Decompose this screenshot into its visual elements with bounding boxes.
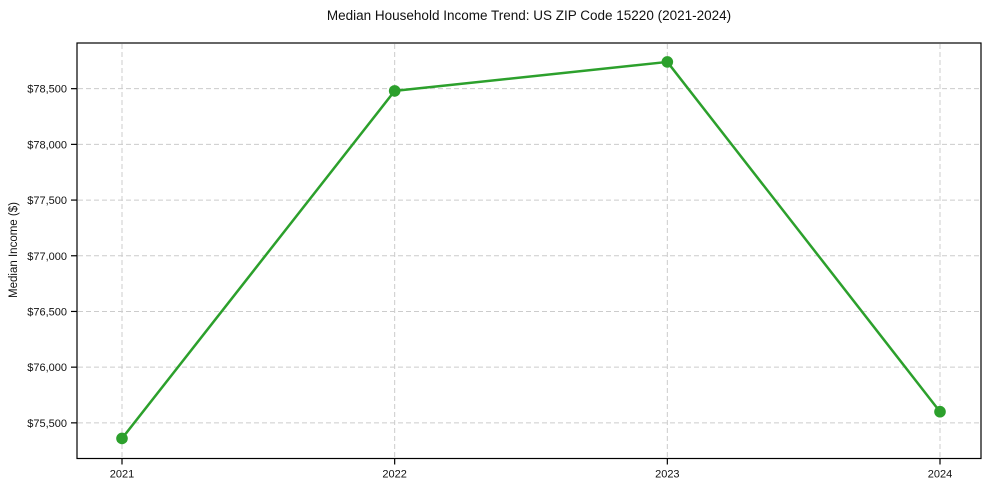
x-tick-label: 2022 (382, 469, 406, 481)
y-tick-label: $76,000 (27, 362, 67, 374)
x-tick-label: 2024 (928, 469, 952, 481)
x-tick-label: 2021 (110, 469, 134, 481)
y-tick-label: $78,000 (27, 139, 67, 151)
data-point-2024 (934, 405, 946, 418)
chart-title: Median Household Income Trend: US ZIP Co… (326, 8, 732, 23)
y-axis-label: Median Income ($) (8, 202, 20, 298)
y-tick-label: $75,500 (27, 418, 67, 430)
axes-frame (76, 42, 982, 460)
y-tick-label: $77,000 (27, 251, 67, 263)
trend-line (120, 60, 942, 440)
data-point-2023 (661, 56, 674, 68)
data-point-2022 (388, 85, 401, 97)
data-point-2021 (116, 432, 128, 445)
y-tick-label: $77,500 (27, 195, 67, 207)
x-tick-label: 2023 (655, 469, 679, 481)
y-tick-label: $78,500 (27, 84, 67, 96)
y-tick-label: $76,500 (27, 306, 67, 318)
